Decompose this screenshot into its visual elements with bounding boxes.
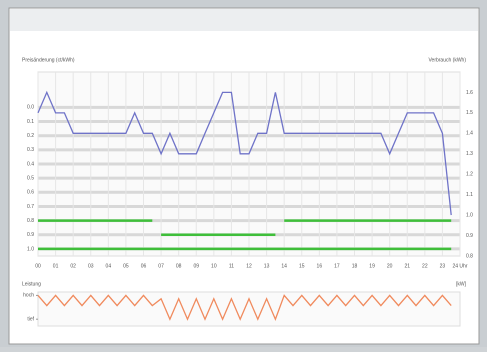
x-tick-label: 16 bbox=[317, 263, 323, 269]
x-tick-label: 07 bbox=[158, 263, 164, 269]
y2-tick-label: 0.2 bbox=[27, 133, 34, 139]
x-tick-label: 12 bbox=[246, 263, 252, 269]
series-line bbox=[37, 90, 452, 216]
x-tick-label: 04 bbox=[106, 263, 112, 269]
y-tick-label: 0.9 bbox=[466, 233, 473, 239]
x-tick-label: 20 bbox=[387, 263, 393, 269]
x-tick-label: 24 Uhr bbox=[452, 263, 467, 269]
y-tick-label: 1.2 bbox=[466, 172, 473, 178]
series-line bbox=[37, 294, 452, 321]
toolbar bbox=[10, 9, 478, 31]
x-tick-label: 23 bbox=[440, 263, 446, 269]
x-tick-label: 14 bbox=[281, 263, 287, 269]
x-tick-label: 10 bbox=[211, 263, 217, 269]
x-tick-label: 17 bbox=[334, 263, 340, 269]
y-tick-label: 0.8 bbox=[466, 253, 473, 259]
y2-tick-label: 0.0 bbox=[27, 105, 34, 111]
panel-unit: [kW] bbox=[456, 281, 467, 287]
plot-area bbox=[37, 291, 461, 327]
y-tick-label: 1.3 bbox=[466, 151, 473, 157]
y2-tick-label: 0.6 bbox=[27, 190, 34, 196]
x-tick-label: 06 bbox=[141, 263, 147, 269]
y2-tick-label: 1.0 bbox=[27, 246, 34, 252]
y2-axis-title: Verbrauch (kWh) bbox=[428, 57, 466, 63]
y2-tick-label: 0.5 bbox=[27, 175, 34, 181]
x-tick-label: 21 bbox=[404, 263, 410, 269]
x-tick-label: 03 bbox=[88, 263, 94, 269]
y2-tick-label: 0.3 bbox=[27, 147, 34, 153]
x-tick-label: 19 bbox=[369, 263, 375, 269]
x-tick-label: 09 bbox=[193, 263, 199, 269]
x-tick-label: 01 bbox=[53, 263, 59, 269]
y-tick-label: 1.4 bbox=[466, 131, 473, 137]
y-tick-label: 1.6 bbox=[466, 90, 473, 96]
x-tick-label: 05 bbox=[123, 263, 129, 269]
x-tick-label: 15 bbox=[299, 263, 305, 269]
y-tick-label: tief bbox=[27, 317, 34, 323]
y-tick-label: 1.1 bbox=[466, 192, 473, 198]
x-tick-label: 02 bbox=[70, 263, 76, 269]
panel-title: Leistung bbox=[22, 281, 41, 287]
y-tick-label: 1.0 bbox=[466, 212, 473, 218]
x-tick-label: 18 bbox=[352, 263, 358, 269]
y-tick-label: 1.5 bbox=[466, 110, 473, 116]
x-tick-label: 08 bbox=[176, 263, 182, 269]
y2-tick-label: 0.1 bbox=[27, 119, 34, 125]
x-tick-label: 00 bbox=[35, 263, 41, 269]
y2-tick-label: 0.9 bbox=[27, 232, 34, 238]
y-axis-title: Preisänderung (ct/kWh) bbox=[22, 57, 75, 63]
x-tick-label: 13 bbox=[264, 263, 270, 269]
y2-tick-label: 0.4 bbox=[27, 161, 34, 167]
y2-tick-label: 0.7 bbox=[27, 204, 34, 210]
x-tick-label: 22 bbox=[422, 263, 428, 269]
y2-tick-label: 0.8 bbox=[27, 218, 34, 224]
y-tick-label: hoch bbox=[23, 293, 34, 299]
x-tick-label: 11 bbox=[229, 263, 234, 269]
